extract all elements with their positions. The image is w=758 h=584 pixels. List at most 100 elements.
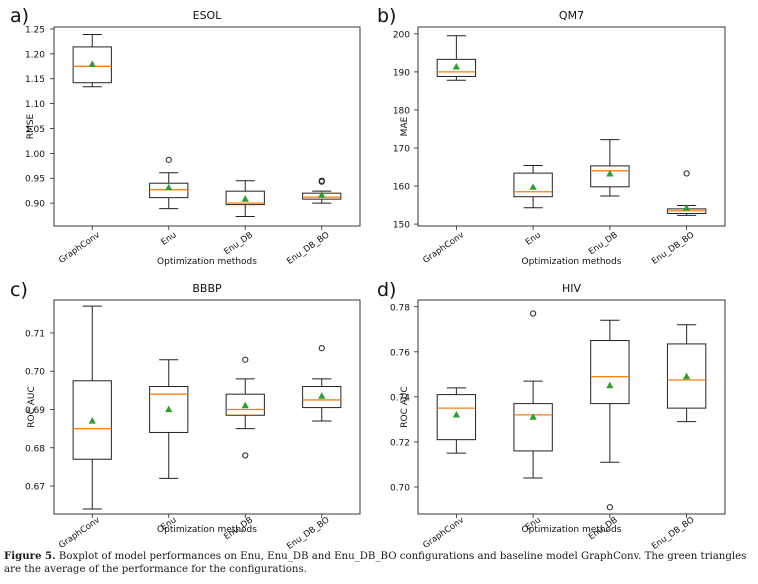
panel-label: c) (10, 279, 28, 301)
x-tick-label: Enu_DB (587, 230, 620, 257)
x-axis-label: Optimization methods (157, 257, 257, 267)
y-tick-label: 1.15 (25, 75, 45, 85)
x-tick-label: Enu_DB_BO (650, 515, 696, 550)
y-tick-label: 0.70 (390, 483, 410, 493)
iqr-box (72, 380, 112, 460)
mean-marker (241, 401, 249, 409)
box-enu (513, 310, 553, 479)
mean-marker (165, 183, 173, 191)
x-tick-label: Enu_DB (222, 230, 255, 257)
y-tick-label: 170 (393, 144, 410, 154)
y-tick-label: 0.67 (25, 483, 45, 493)
iqr-box (149, 182, 189, 199)
x-axis-label: Optimization methods (157, 525, 257, 535)
x-tick-label: GraphConv (57, 230, 102, 266)
iqr-box (72, 46, 112, 84)
y-axis-label: RMSE (26, 113, 36, 139)
x-axis-label: Optimization methods (522, 257, 622, 267)
panel-label: b) (377, 5, 396, 27)
box-enu (513, 165, 553, 209)
x-tick-label: Enu (160, 230, 179, 247)
panel-bbbp: c) BBBP 0.67 0.68 0.69 0.70 0.71 ROC AUC Optimiz… (10, 279, 361, 550)
box-enu-db (590, 139, 630, 197)
mean-marker (683, 204, 691, 211)
y-tick-label: 0.78 (390, 303, 410, 313)
y-tick-label: 0.74 (390, 393, 410, 403)
y-tick-label: 0.71 (25, 329, 45, 339)
mean-marker (88, 60, 96, 67)
box-enu-db-bo (666, 170, 707, 216)
y-tick-label: 180 (393, 106, 410, 116)
x-tick-label: Enu (524, 230, 543, 247)
outlier-point (530, 310, 537, 317)
iqr-box (590, 165, 630, 188)
y-tick-label: 0.69 (25, 406, 45, 416)
iqr-box (666, 343, 707, 409)
chart-title: HIV (562, 282, 582, 295)
box-enu-db (225, 356, 265, 459)
plot-area (53, 299, 361, 515)
caption-label: Figure 5. (4, 550, 56, 562)
iqr-box (513, 172, 553, 198)
y-tick-label: 0.95 (25, 175, 45, 185)
outlier-point (606, 504, 613, 511)
x-tick-label: GraphConv (421, 230, 466, 266)
y-tick-label: 160 (393, 183, 410, 193)
outlier-point (318, 345, 325, 352)
chart-title: BBBP (192, 282, 222, 295)
x-tick-label: Enu_DB_BO (650, 230, 696, 267)
mean-marker (452, 62, 460, 70)
x-tick-label: GraphConv (57, 515, 102, 550)
box-enu-db-bo (666, 324, 707, 423)
box-enu-db-bo (302, 345, 342, 422)
plot-area (53, 26, 361, 227)
box-enu (149, 156, 189, 210)
y-tick-label: 1.25 (25, 25, 45, 35)
mean-marker (683, 372, 691, 380)
mean-marker (88, 416, 96, 424)
chart-title: ESOL (193, 9, 223, 22)
iqr-box (149, 386, 189, 433)
mean-marker (606, 381, 614, 389)
box-graphconv (72, 33, 112, 88)
panel-hiv: d) HIV 0.70 0.72 0.74 0.76 0.78 ROC AUC Optimiza… (377, 279, 726, 550)
x-axis-label: Optimization methods (522, 525, 622, 535)
panel-qm7: b) QM7 150 160 170 180 190 200 MAE Optimization m… (377, 5, 726, 267)
iqr-box (225, 190, 265, 206)
plot-area (417, 26, 726, 227)
mean-marker (529, 413, 537, 420)
mean-marker (452, 410, 460, 418)
y-tick-label: 0.70 (25, 368, 45, 378)
iqr-box (436, 394, 477, 441)
box-graphconv (72, 305, 112, 510)
x-tick-label: Enu_DB_BO (285, 515, 331, 550)
outlier-point (683, 170, 690, 177)
y-tick-label: 150 (393, 221, 410, 231)
box-enu (149, 359, 189, 479)
mean-marker (606, 169, 614, 177)
panel-esol: a) ESOL 0.90 0.95 1.00 1.05 1.10 1.15 1.20 1.25 RM… (10, 5, 361, 267)
mean-marker (318, 191, 326, 198)
y-tick-label: 200 (393, 30, 410, 40)
figure: a) ESOL 0.90 0.95 1.00 1.05 1.10 1.15 1.20 1.25 RM… (10, 5, 726, 550)
mean-marker (165, 405, 173, 413)
y-tick-label: 1.20 (25, 50, 45, 60)
iqr-box (513, 403, 553, 452)
iqr-box (225, 393, 265, 416)
y-tick-label: 0.90 (25, 200, 45, 210)
y-axis-label: MAE (400, 116, 410, 136)
y-tick-label: 1.00 (25, 150, 45, 160)
y-axis-label: ROC AUC (27, 386, 37, 428)
y-tick-label: 190 (393, 68, 410, 78)
box-enu-db-bo (302, 177, 342, 204)
outlier-point (242, 356, 249, 363)
box-enu-db (225, 180, 265, 218)
chart-title: QM7 (559, 9, 584, 22)
caption-text: Boxplot of model performances on Enu, En… (4, 551, 747, 575)
mean-marker (241, 195, 249, 202)
iqr-box (436, 58, 477, 77)
figure-caption: Figure 5. Boxplot of model performances … (4, 550, 756, 576)
outlier-point (318, 177, 325, 184)
panel-label: d) (377, 279, 396, 301)
box-graphconv (436, 35, 477, 81)
